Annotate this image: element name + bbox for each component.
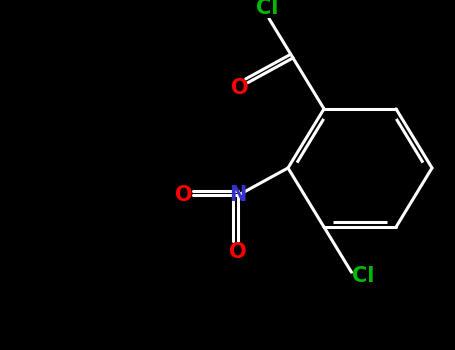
Text: Cl: Cl [352, 266, 374, 286]
Text: O: O [175, 186, 192, 205]
Text: Cl: Cl [256, 0, 278, 18]
Text: O: O [229, 242, 247, 262]
Text: O: O [231, 78, 249, 98]
Text: N: N [229, 186, 247, 205]
